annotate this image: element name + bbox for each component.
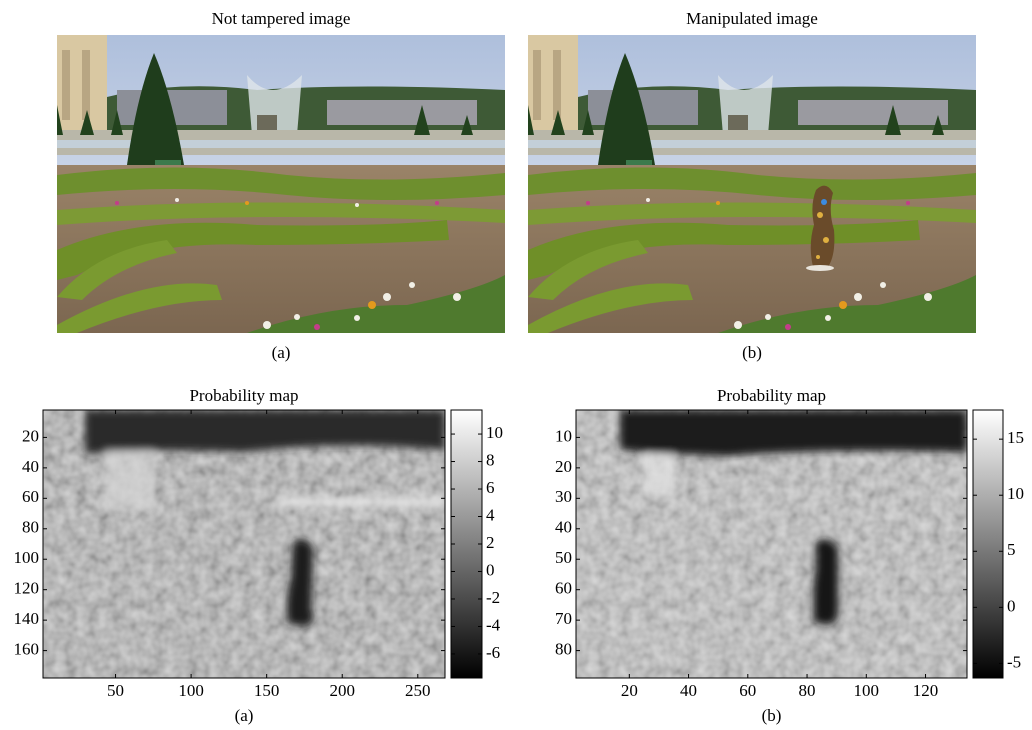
colorbar xyxy=(451,410,482,678)
colorbar-tick-label: 5 xyxy=(1007,540,1016,559)
colorbar-tick-label: 4 xyxy=(486,505,495,524)
colorbar-tick-label: 0 xyxy=(486,560,495,579)
figure: Not tampered image (a) Manipulated image… xyxy=(0,0,1032,730)
x-tick-label: 120 xyxy=(913,681,939,700)
y-tick-label: 80 xyxy=(555,639,572,658)
x-tick-label: 150 xyxy=(254,681,280,700)
colorbar-tick-label: 10 xyxy=(486,423,503,442)
x-tick-label: 80 xyxy=(799,681,816,700)
colorbar-tick-label: 15 xyxy=(1007,428,1024,447)
y-tick-label: 80 xyxy=(22,518,39,537)
x-tick-label: 20 xyxy=(621,681,638,700)
y-tick-label: 60 xyxy=(555,579,572,598)
colorbar-tick-label: 2 xyxy=(486,533,495,552)
colorbar-tick-label: 6 xyxy=(486,478,495,497)
y-tick-label: 10 xyxy=(555,426,572,445)
probability-map-image xyxy=(43,410,445,678)
original-photo xyxy=(53,35,505,335)
colorbar-tick-label: -4 xyxy=(486,615,501,634)
probability-map-image xyxy=(576,410,967,678)
y-tick-label: 40 xyxy=(555,518,572,537)
y-tick-label: 50 xyxy=(555,548,572,567)
manipulated-photo xyxy=(524,35,976,335)
y-tick-label: 60 xyxy=(22,487,39,506)
x-tick-label: 50 xyxy=(107,681,124,700)
y-tick-label: 40 xyxy=(22,457,39,476)
image-title: Manipulated image xyxy=(686,9,818,28)
caption: (b) xyxy=(762,706,782,725)
x-tick-label: 100 xyxy=(178,681,204,700)
image-title: Not tampered image xyxy=(212,9,351,28)
y-tick-label: 140 xyxy=(14,609,40,628)
caption: (b) xyxy=(742,343,762,362)
y-tick-label: 20 xyxy=(22,426,39,445)
y-tick-label: 70 xyxy=(555,609,572,628)
x-tick-label: 60 xyxy=(739,681,756,700)
y-tick-label: 160 xyxy=(14,639,40,658)
caption: (a) xyxy=(235,706,254,725)
colorbar-tick-label: 0 xyxy=(1007,596,1016,615)
caption: (a) xyxy=(272,343,291,362)
colorbar xyxy=(973,410,1003,678)
y-tick-label: 30 xyxy=(555,487,572,506)
chart-title: Probability map xyxy=(189,386,298,405)
y-tick-label: 100 xyxy=(14,548,40,567)
colorbar-tick-label: -6 xyxy=(486,643,500,662)
y-tick-label: 20 xyxy=(555,457,572,476)
colorbar-tick-label: 10 xyxy=(1007,484,1024,503)
y-tick-label: 120 xyxy=(14,579,40,598)
x-tick-label: 40 xyxy=(680,681,697,700)
x-tick-label: 200 xyxy=(329,681,355,700)
x-tick-label: 100 xyxy=(854,681,880,700)
colorbar-tick-label: -5 xyxy=(1007,652,1021,671)
chart-title: Probability map xyxy=(717,386,826,405)
colorbar-tick-label: 8 xyxy=(486,450,495,469)
x-tick-label: 250 xyxy=(405,681,431,700)
colorbar-tick-label: -2 xyxy=(486,588,500,607)
